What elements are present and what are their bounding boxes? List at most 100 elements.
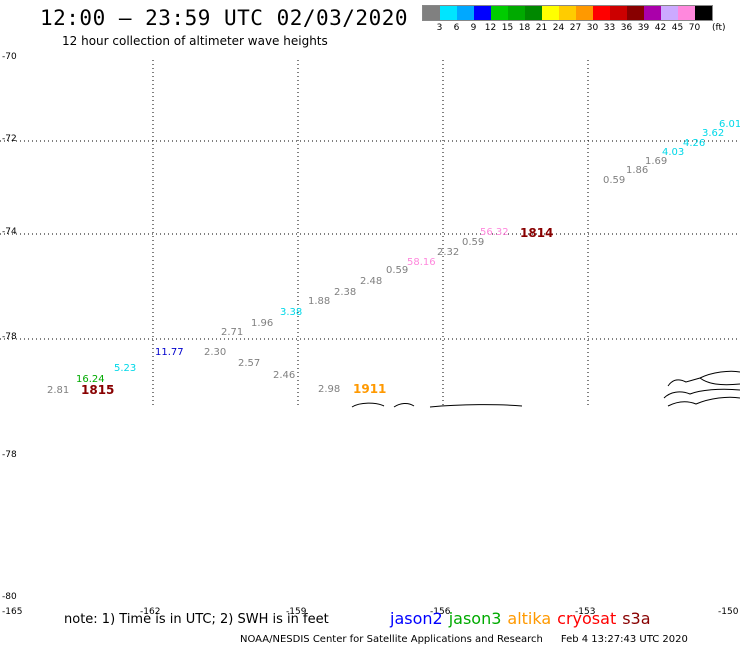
wave-height-value: 0.59 (603, 175, 626, 186)
graticule (0, 60, 740, 405)
wave-height-value: 11.77 (155, 347, 184, 358)
latitude-label: -70 (2, 52, 17, 62)
satellite-name: jason3 (448, 609, 502, 628)
longitude-label: -165 (2, 607, 23, 617)
legend-swatch (695, 6, 712, 20)
wave-height-value: 2.38 (334, 287, 357, 298)
legend-swatch (542, 6, 559, 20)
legend-tick-label: 24 (552, 23, 565, 33)
wave-height-value: 0.59 (462, 237, 485, 248)
longitude-label: -162 (140, 607, 161, 617)
timestamp: Feb 4 13:27:43 UTC 2020 (560, 634, 688, 645)
legend-swatch (559, 6, 576, 20)
latitude-label: -78 (2, 332, 17, 342)
wave-height-value: 2.32 (437, 247, 460, 258)
coastline-segment (667, 370, 740, 387)
legend-color-bar (422, 5, 713, 21)
latitude-label: -72 (2, 134, 17, 144)
legend-tick-label: 6 (453, 23, 460, 33)
coastline-segment (393, 403, 415, 408)
wave-height-value: 3.38 (280, 307, 303, 318)
legend-tick-label: 21 (535, 23, 548, 33)
satellite-name: altika (507, 609, 552, 628)
legend-tick-label: 3 (436, 23, 443, 33)
longitude-label: -150 (718, 607, 739, 617)
wave-height-value: 4.26 (683, 138, 706, 149)
legend-swatch (457, 6, 474, 20)
footer-note: note: 1) Time is in UTC; 2) SWH is in fe… (64, 612, 329, 627)
legend-tick-label: 70 (688, 23, 701, 33)
legend-tick-label: 36 (620, 23, 633, 33)
latitude-label: -74 (2, 227, 17, 237)
longitude-label: -159 (286, 607, 307, 617)
color-legend: (ft) 3 6 9 12 15 18 21 24 27 30 33 36 39 42 45 70 (422, 5, 726, 33)
wave-height-value: 5.23 (114, 363, 137, 374)
wave-height-value: 1.69 (645, 156, 668, 167)
legend-swatch (576, 6, 593, 20)
wave-height-value: 6.01 (719, 119, 740, 130)
legend-tick-label: 42 (654, 23, 667, 33)
legend-swatch (678, 6, 695, 20)
wave-height-value: 3.62 (702, 128, 725, 139)
longitude-label: -153 (575, 607, 596, 617)
legend-swatch (644, 6, 661, 20)
map-subtitle: 12 hour collection of altimeter wave hei… (62, 34, 328, 48)
latitude-label: -80 (2, 592, 17, 602)
legend-tick-label: 18 (518, 23, 531, 33)
latitude-label: -78 (2, 450, 17, 460)
wave-height-value: 58.16 (407, 257, 436, 268)
coastline (351, 370, 740, 408)
satellite-name: jason2 (390, 609, 443, 628)
legend-tick-label: 30 (586, 23, 599, 33)
legend-swatch (474, 6, 491, 20)
wave-height-value: 1.96 (251, 318, 274, 329)
legend-swatch (440, 6, 457, 20)
pass-time-label: 1815 (81, 383, 115, 397)
pass-time-label: 1814 (520, 226, 554, 240)
legend-swatch (661, 6, 678, 20)
legend-swatch (423, 6, 440, 20)
wave-height-value: 56.32 (480, 227, 509, 238)
wave-height-value: 2.48 (360, 276, 383, 287)
legend-labels: (ft) 3 6 9 12 15 18 21 24 27 30 33 36 39 42 45 70 (422, 21, 726, 33)
wave-height-value: 0.59 (386, 265, 409, 276)
wave-height-value: 16.24 (76, 374, 105, 385)
wave-height-value: 2.57 (238, 358, 261, 369)
wave-height-value: 4.03 (662, 147, 685, 158)
wave-height-value: 1.88 (308, 296, 331, 307)
satellite-name: cryosat (557, 609, 617, 628)
map-title: 12:00 – 23:59 UTC 02/03/2020 (40, 6, 409, 30)
legend-tick-label: 45 (671, 23, 684, 33)
coastline-segment (429, 404, 523, 408)
wave-height-value: 2.46 (273, 370, 296, 381)
legend-swatch (627, 6, 644, 20)
coastline-segment (667, 396, 740, 407)
legend-swatch (610, 6, 627, 20)
pass-time-label: 1911 (353, 382, 387, 396)
legend-tick-label: 39 (637, 23, 650, 33)
longitude-label: -156 (430, 607, 451, 617)
credit-text: NOAA/NESDIS Center for Satellite Applica… (240, 634, 543, 645)
wave-height-value: 2.98 (318, 384, 341, 395)
satellite-legend: jason2 jason3 altika cryosat s3a (390, 609, 657, 628)
footer-credit: NOAA/NESDIS Center for Satellite Applica… (240, 634, 688, 645)
legend-swatch (508, 6, 525, 20)
legend-unit: (ft) (712, 23, 726, 33)
satellite-name: s3a (622, 609, 651, 628)
coastline-segment (351, 402, 385, 408)
wave-height-value: 2.81 (47, 385, 70, 396)
legend-tick-label: 33 (603, 23, 616, 33)
wave-height-value: 2.30 (204, 347, 227, 358)
legend-tick-label: 15 (501, 23, 514, 33)
legend-tick-label: 27 (569, 23, 582, 33)
legend-tick-label: 9 (470, 23, 477, 33)
legend-swatch (525, 6, 542, 20)
coastline-segment (699, 377, 740, 386)
legend-swatch (491, 6, 508, 20)
wave-height-value: 1.86 (626, 165, 649, 176)
coastline-segment (663, 388, 740, 399)
legend-tick-label: 12 (484, 23, 497, 33)
wave-height-value: 2.71 (221, 327, 244, 338)
legend-swatch (593, 6, 610, 20)
